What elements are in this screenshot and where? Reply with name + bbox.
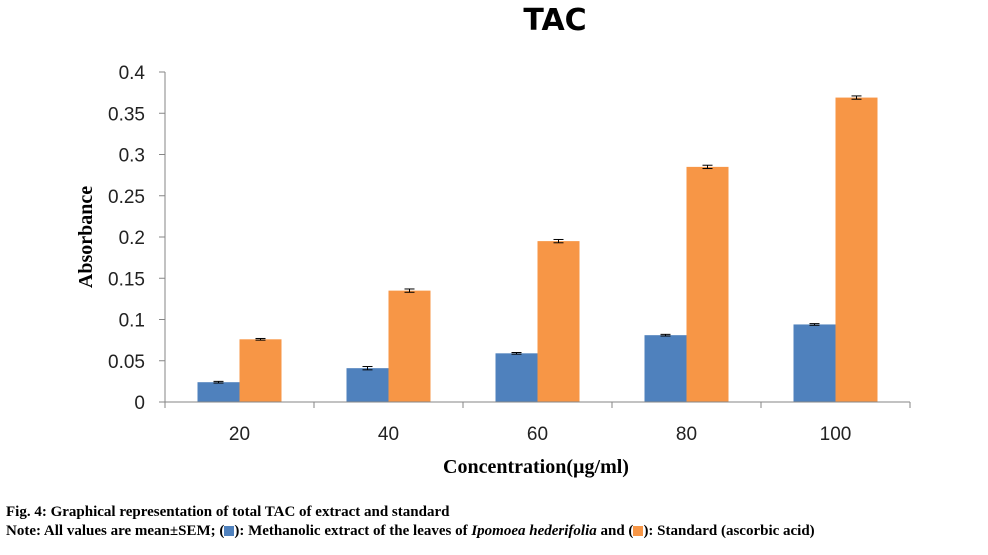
y-tick-label: 0.1 xyxy=(119,311,145,332)
x-tick-label: 100 xyxy=(820,424,852,445)
bars xyxy=(197,97,878,402)
note-extract: ): Methanolic extract of the leaves of xyxy=(234,523,472,539)
x-axis-label: Concentration(µg/ml) xyxy=(443,456,629,478)
y-tick-label: 0.4 xyxy=(119,63,146,84)
y-tick-label: 0.35 xyxy=(108,104,145,125)
bar-series-2 xyxy=(537,241,580,402)
x-axis-ticks: 20 40 60 80 100 xyxy=(164,402,911,445)
bar-series-2 xyxy=(686,166,729,402)
bar-series-2 xyxy=(239,339,282,402)
bar-series-1 xyxy=(346,368,389,402)
bar-series-1 xyxy=(793,324,836,402)
error-bars xyxy=(213,95,862,384)
chart: TAC 0 0.05 0.1 0.15 0.2 0.25 0.3 0.35 0.4 20 40 60… xyxy=(75,3,911,478)
bar-series-2 xyxy=(388,290,431,402)
figure-caption: Fig. 4: Graphical representation of tota… xyxy=(6,504,450,520)
y-tick-label: 0.3 xyxy=(119,146,145,167)
standard-swatch xyxy=(633,526,644,536)
note-standard: ): Standard (ascorbic acid) xyxy=(643,523,815,539)
bar-series-1 xyxy=(644,335,687,402)
bar-series-1 xyxy=(495,353,538,402)
y-tick-label: 0.15 xyxy=(108,269,145,290)
y-axis-label: Absorbance xyxy=(75,186,97,288)
figure-note: Note: All values are mean±SEM; ( ): Metha… xyxy=(6,523,815,540)
y-axis-ticks: 0 0.05 0.1 0.15 0.2 0.25 0.3 0.35 0.4 xyxy=(108,63,165,414)
extract-swatch xyxy=(224,526,235,536)
x-tick-label: 20 xyxy=(229,424,250,445)
x-tick-label: 60 xyxy=(527,424,548,445)
x-tick-label: 80 xyxy=(676,424,697,445)
y-tick-label: 0.05 xyxy=(108,352,145,373)
bar-series-2 xyxy=(835,97,878,402)
y-tick-label: 0.25 xyxy=(108,187,145,208)
chart-title: TAC xyxy=(523,3,586,38)
note-and: and ( xyxy=(596,523,634,539)
note-species: Ipomoea hederifolia xyxy=(471,523,597,539)
y-tick-label: 0.2 xyxy=(119,228,145,249)
x-tick-label: 40 xyxy=(378,424,399,445)
bar-series-1 xyxy=(197,382,240,402)
y-tick-label: 0 xyxy=(134,393,145,414)
note-prefix: Note: All values are mean±SEM; ( xyxy=(6,523,225,539)
